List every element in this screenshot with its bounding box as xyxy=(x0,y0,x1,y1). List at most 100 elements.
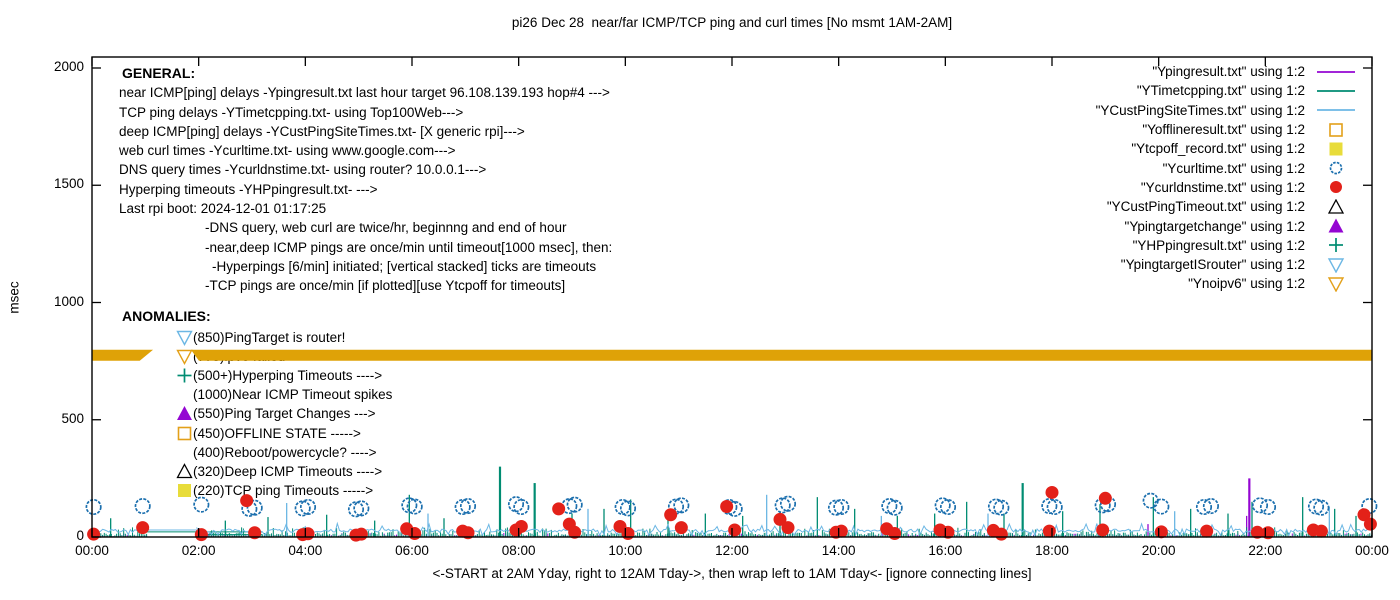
dns-point xyxy=(1363,517,1377,531)
anomaly-text: (220)TCP ping Timeouts -----> xyxy=(193,483,374,498)
curl-point xyxy=(614,498,631,516)
anomaly-text: (500+)Hyperping Timeouts ----> xyxy=(193,368,383,383)
dns-point xyxy=(1314,524,1328,538)
curl-point xyxy=(1046,498,1063,516)
curl-point xyxy=(886,499,903,516)
general-line: -Hyperpings [6/min] initiated; [vertical… xyxy=(212,258,597,274)
triangle-down-open-icon xyxy=(1327,257,1345,273)
x-axis-label: <-START at 2AM Yday, right to 12AM Tday-… xyxy=(432,566,1032,581)
line-icon xyxy=(1317,70,1355,73)
series-YCustPingSiteTimes.txt xyxy=(196,521,1373,537)
dns-point xyxy=(514,519,528,533)
x-tick-label: 20:00 xyxy=(1141,543,1176,558)
legend-item: "YCustPingSiteTimes.txt" using 1:2 xyxy=(1096,101,1356,120)
dns-point xyxy=(509,523,523,537)
curl-point xyxy=(561,497,578,515)
line-icon xyxy=(1317,109,1355,112)
dns-point xyxy=(834,524,848,538)
legend-item: "YTimetcpping.txt" using 1:2 xyxy=(1096,81,1356,100)
dns-point xyxy=(400,522,414,536)
curl-point xyxy=(85,498,102,516)
y-tick-label: 1000 xyxy=(53,293,84,309)
general-line: Hyperping timeouts -YHPpingresult.txt- -… xyxy=(119,181,378,197)
curl-point xyxy=(993,499,1010,516)
dns-point xyxy=(296,528,310,542)
curl-point xyxy=(1041,497,1058,515)
x-tick-label: 16:00 xyxy=(928,543,963,558)
curl-point xyxy=(934,497,951,514)
dns-point xyxy=(888,526,902,540)
curl-point xyxy=(721,498,738,516)
triangle-up-open-icon xyxy=(1327,198,1345,214)
dns-point xyxy=(1042,524,1056,538)
dns-point xyxy=(1045,485,1059,499)
legend-label: "YCustPingSiteTimes.txt" using 1:2 xyxy=(1095,102,1305,118)
legend-item: "Yofflineresult.txt" using 1:2 xyxy=(1096,120,1356,139)
x-tick-label: 08:00 xyxy=(501,543,536,558)
curl-point xyxy=(667,498,685,515)
x-tick-label: 12:00 xyxy=(715,543,749,558)
dns-point xyxy=(621,526,635,540)
legend-label: "Ytcpoff_record.txt" using 1:2 xyxy=(1131,141,1305,157)
general-line: Last rpi boot: 2024-12-01 01:17:25 xyxy=(119,201,327,217)
square-filled-icon xyxy=(1329,142,1343,156)
dns-point xyxy=(1098,491,1112,505)
x-tick-label: 14:00 xyxy=(821,543,856,558)
general-line: near ICMP[ping] delays -Ypingresult.txt … xyxy=(119,85,610,101)
general-header: GENERAL: xyxy=(122,65,196,81)
curl-point xyxy=(774,497,791,514)
curl-point xyxy=(619,500,637,517)
triangle-down-open-icon xyxy=(1327,277,1345,292)
noipv6-band xyxy=(92,349,154,361)
legend-item: "YpingtargetISrouter" using 1:2 xyxy=(1096,255,1356,274)
curl-point xyxy=(833,498,850,516)
anomaly-item: (850)PingTarget is router! xyxy=(176,328,345,347)
x-tick-label: 04:00 xyxy=(288,543,323,558)
dns-point xyxy=(1357,508,1371,522)
curl-point xyxy=(1202,497,1219,515)
triangle-up-filled-icon xyxy=(1328,218,1344,233)
dns-point xyxy=(613,519,627,533)
legend-item: "Ytcpoff_record.txt" using 1:2 xyxy=(1096,139,1356,158)
series-Ypingresult.txt xyxy=(91,533,1372,537)
curl-point xyxy=(939,498,957,516)
x-tick-label: 00:00 xyxy=(1355,543,1389,558)
dns-point xyxy=(674,521,688,535)
dns-point xyxy=(773,512,787,526)
square-filled-icon xyxy=(178,484,191,497)
legend-item: "Ycurltime.txt" using 1:2 xyxy=(1096,158,1356,177)
dns-point xyxy=(136,521,150,535)
legend-label: "Ypingtargetchange" using 1:2 xyxy=(1124,218,1305,234)
curl-point xyxy=(1361,497,1378,515)
dns-point xyxy=(349,528,363,542)
curl-point xyxy=(1307,498,1325,515)
square-open-icon xyxy=(177,426,192,441)
anomalies-header: ANOMALIES: xyxy=(122,308,211,324)
general-line: TCP ping delays -YTimetcpping.txt- using… xyxy=(119,104,464,120)
dns-point xyxy=(301,527,315,541)
anomaly-item: (220)TCP ping Timeouts -----> xyxy=(176,481,373,500)
curl-point xyxy=(294,500,311,517)
legend-label: "Ycurldnstime.txt" using 1:2 xyxy=(1140,179,1305,195)
curl-point xyxy=(1099,496,1117,513)
chart-title: pi26 Dec 28 near/far ICMP/TCP ping and c… xyxy=(511,15,953,30)
plus-icon xyxy=(177,368,192,383)
legend-item: "Ycurldnstime.txt" using 1:2 xyxy=(1096,178,1356,197)
curl-point xyxy=(1153,498,1170,515)
triangle-down-open-icon xyxy=(176,349,193,365)
y-tick-label: 2000 xyxy=(53,59,84,74)
dns-point xyxy=(568,525,582,539)
dns-point xyxy=(456,524,470,538)
x-tick-label: 10:00 xyxy=(608,543,643,558)
legend: "Ypingresult.txt" using 1:2 "YTimetcpping… xyxy=(1096,62,1356,294)
anomaly-text: (320)Deep ICMP Timeouts ----> xyxy=(193,464,383,479)
curl-point xyxy=(987,498,1005,515)
legend-label: "YHPpingresult.txt" using 1:2 xyxy=(1132,237,1305,253)
dns-point xyxy=(994,527,1008,541)
legend-label: "YTimetcpping.txt" using 1:2 xyxy=(1136,83,1305,99)
dns-point xyxy=(552,502,566,516)
x-tick-label: 18:00 xyxy=(1035,543,1069,558)
dns-point xyxy=(194,528,208,542)
dns-point xyxy=(248,526,262,540)
